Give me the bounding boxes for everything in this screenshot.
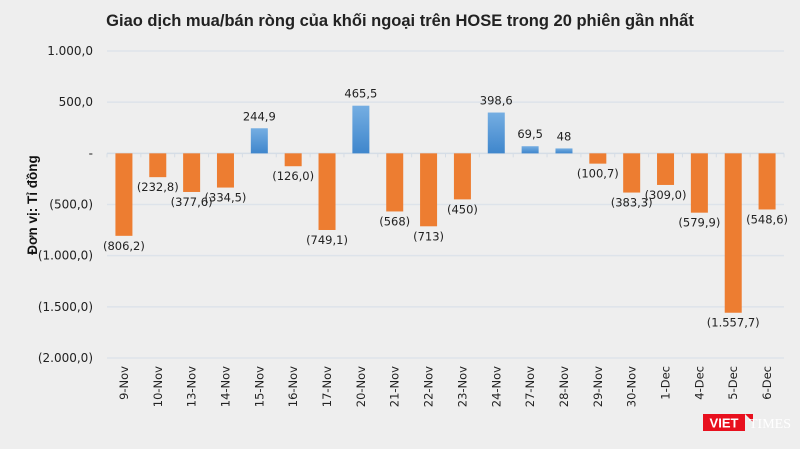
bar xyxy=(555,148,573,154)
bar xyxy=(318,153,336,230)
data-label: 48 xyxy=(557,129,572,143)
bar xyxy=(758,153,776,210)
bar xyxy=(487,112,505,154)
data-label: 69,5 xyxy=(517,127,543,141)
bar xyxy=(589,153,607,164)
x-tick-label: 10-Nov xyxy=(151,366,165,407)
y-tick-label: 500,0 xyxy=(59,95,93,109)
bar xyxy=(183,153,201,192)
bar xyxy=(352,105,370,154)
y-tick-label: 1.000,0 xyxy=(47,44,93,58)
data-label: (232,8) xyxy=(137,180,179,194)
bar xyxy=(386,153,404,212)
x-tick-label: 23-Nov xyxy=(455,366,469,407)
x-tick-label: 9-Nov xyxy=(117,366,131,400)
data-label: 465,5 xyxy=(344,87,377,101)
data-label: (579,9) xyxy=(678,216,720,230)
x-tick-label: 5-Dec xyxy=(726,366,740,400)
x-tick-label: 27-Nov xyxy=(523,366,537,407)
bar xyxy=(453,153,471,200)
x-tick-label: 17-Nov xyxy=(320,366,334,407)
bar xyxy=(284,153,302,167)
y-tick-label: (1.500,0) xyxy=(38,300,93,314)
x-tick-label: 16-Nov xyxy=(286,366,300,407)
bar xyxy=(690,153,708,213)
data-label: (749,1) xyxy=(306,233,348,247)
data-label: (450) xyxy=(447,202,478,216)
data-label: (309,0) xyxy=(645,188,687,202)
y-tick-label: (2.000,0) xyxy=(38,351,93,365)
y-tick-label: (1.000,0) xyxy=(38,249,93,263)
svg-text:TIMES: TIMES xyxy=(749,417,791,432)
bar xyxy=(657,153,675,185)
x-tick-label: 4-Dec xyxy=(692,366,706,400)
data-label: 398,6 xyxy=(480,94,513,108)
data-label: (383,3) xyxy=(611,196,653,210)
chart-title: Giao dịch mua/bán ròng của khối ngoại tr… xyxy=(106,12,694,30)
x-tick-label: 22-Nov xyxy=(422,366,436,407)
bar xyxy=(115,153,133,236)
y-tick-label: (500,0) xyxy=(49,198,93,212)
data-label: (334,5) xyxy=(205,191,247,205)
viettimes-logo: VIET TIMES xyxy=(703,414,791,432)
bar xyxy=(250,128,268,154)
data-label: (548,6) xyxy=(746,212,788,226)
data-label: (806,2) xyxy=(103,239,145,253)
x-tick-label: 15-Nov xyxy=(252,366,266,407)
x-tick-label: 1-Dec xyxy=(659,366,673,400)
data-label: 244,9 xyxy=(243,109,276,123)
x-tick-label: 14-Nov xyxy=(218,366,232,407)
y-axis-label: Đơn vị: Tỉ đồng xyxy=(25,155,40,255)
data-label: (713) xyxy=(413,229,444,243)
x-tick-label: 13-Nov xyxy=(185,366,199,407)
x-tick-label: 6-Dec xyxy=(760,366,774,400)
bar xyxy=(521,146,539,154)
x-tick-label: 28-Nov xyxy=(557,366,571,407)
bar xyxy=(623,153,641,193)
data-label: (100,7) xyxy=(577,167,619,181)
bar xyxy=(149,153,167,178)
x-tick-label: 20-Nov xyxy=(354,366,368,407)
data-label: (377,6) xyxy=(171,195,213,209)
x-tick-label: 29-Nov xyxy=(591,366,605,407)
x-tick-label: 21-Nov xyxy=(388,366,402,407)
data-label: (568) xyxy=(379,214,410,228)
x-tick-label: 24-Nov xyxy=(489,366,503,407)
y-tick-label: - xyxy=(89,146,93,160)
bar xyxy=(420,153,438,227)
data-label: (1.557,7) xyxy=(707,316,760,330)
bar xyxy=(724,153,742,313)
data-label: (126,0) xyxy=(272,169,314,183)
x-tick-label: 30-Nov xyxy=(625,366,639,407)
bar xyxy=(216,153,234,188)
svg-text:VIET: VIET xyxy=(710,416,739,431)
